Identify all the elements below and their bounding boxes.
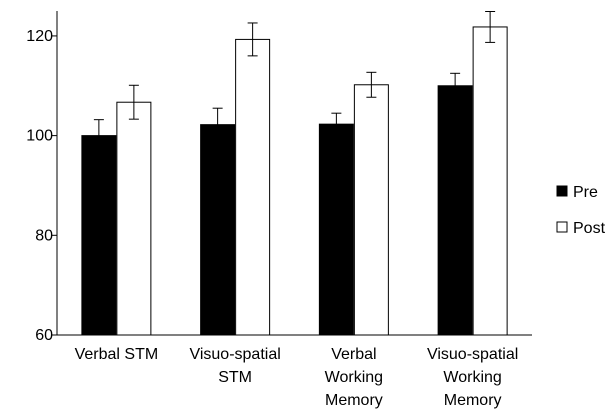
y-tick-label: 100: [26, 128, 53, 145]
chart-legend: Pre Post: [556, 184, 606, 237]
bar-pre: [81, 135, 117, 336]
legend-swatch-pre: [556, 185, 568, 197]
y-tick-label: 60: [35, 327, 53, 344]
bar-post: [353, 84, 389, 336]
y-tick-label: 80: [35, 227, 53, 244]
bar-post: [116, 101, 152, 336]
legend-swatch-post: [556, 221, 568, 233]
bar-pre: [437, 85, 473, 336]
legend-label-pre: Pre: [573, 184, 598, 201]
x-category-label: Visuo-spatial Working Memory: [427, 346, 518, 409]
chart-labels: Verbal STM Visuo-spatial STM Verbal Working M…: [75, 346, 519, 409]
x-category-label: Visuo-spatial STM: [189, 346, 280, 386]
legend-label-post: Post: [573, 220, 606, 237]
bar-pre: [200, 124, 236, 336]
x-category-label: Verbal Working Memory: [325, 346, 383, 409]
bar-post: [235, 38, 271, 336]
chart-bars: [81, 10, 508, 336]
x-category-label: Verbal STM: [75, 346, 159, 363]
y-tick-label: 120: [26, 28, 53, 45]
bar-pre: [318, 123, 354, 336]
bar-post: [472, 26, 508, 336]
